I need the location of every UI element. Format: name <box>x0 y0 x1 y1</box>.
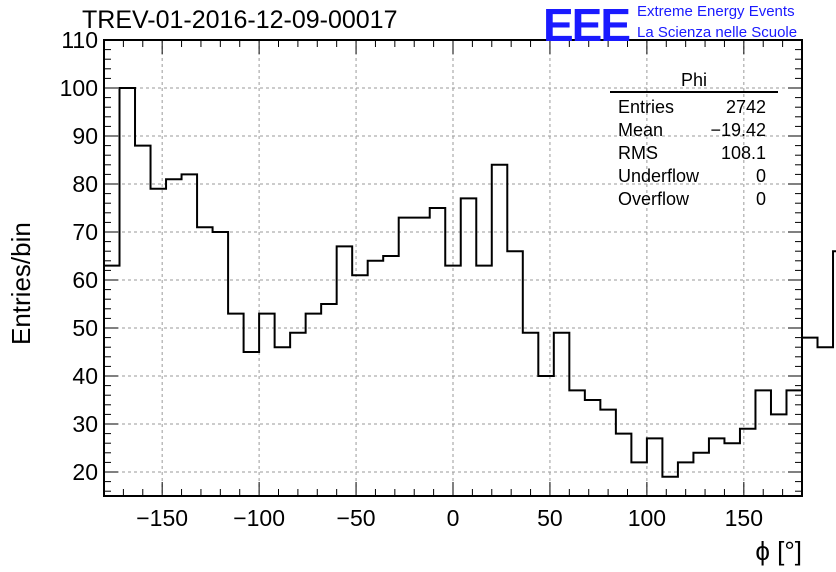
histogram-bin <box>275 347 291 496</box>
histogram-bin <box>228 314 244 496</box>
stats-label: Overflow <box>618 189 690 209</box>
histogram-bin <box>631 462 647 496</box>
plot-frame <box>103 39 803 497</box>
histogram-bin <box>399 218 415 496</box>
histogram-outline <box>103 87 836 496</box>
histogram-bin <box>709 438 725 496</box>
histogram-bin <box>461 198 477 496</box>
histogram-bin <box>492 165 508 496</box>
histogram-bin <box>507 251 523 496</box>
histogram-bin <box>476 266 492 496</box>
histogram-bin <box>306 314 322 496</box>
stats-row-underflow: Underflow 0 <box>610 165 778 188</box>
histogram-bin <box>554 333 570 496</box>
stats-value: −19.42 <box>710 120 766 140</box>
histogram-bin <box>802 338 818 496</box>
histogram-bin <box>244 352 260 496</box>
histogram-bin <box>197 227 213 496</box>
stats-value: 2742 <box>725 97 766 117</box>
histogram-bin <box>368 261 384 496</box>
y-tick-label: 60 <box>72 267 98 293</box>
stats-value: 108.1 <box>720 143 766 163</box>
y-tick-label: 110 <box>61 27 98 53</box>
histogram-bins <box>103 87 836 496</box>
histogram-bin <box>213 232 229 496</box>
eee-logo: EEE <box>543 0 631 51</box>
histogram-bin <box>135 146 151 496</box>
stats-row-entries: Entries 2742 <box>610 96 778 119</box>
y-tick-label: 30 <box>72 411 98 437</box>
histogram-bin <box>445 266 461 496</box>
histogram-bin <box>523 333 539 496</box>
stats-row-overflow: Overflow 0 <box>610 188 778 211</box>
histogram-bin <box>755 390 771 496</box>
stats-row-rms: RMS 108.1 <box>610 142 778 165</box>
histogram-bin <box>647 438 663 496</box>
stats-label: Mean <box>618 120 664 140</box>
histogram-bin <box>151 189 167 496</box>
histogram-bin <box>182 174 198 496</box>
histogram-bin <box>724 443 740 496</box>
logo-line-2: La Scienza nelle Scuole <box>637 24 798 41</box>
tick-labels: −150 −100 −50 0 50 100 150 20 30 40 50 60 70 80 90 100 1… <box>60 27 763 531</box>
histogram-bin <box>290 333 306 496</box>
y-tick-label: 100 <box>60 75 98 101</box>
histogram-bin <box>740 429 756 496</box>
stats-box: Phi Entries 2742 Mean −19.42 RMS 108.1 U… <box>610 70 778 211</box>
stats-value: 0 <box>755 189 766 209</box>
histogram-bin <box>104 266 120 496</box>
histogram-bin <box>693 453 709 496</box>
histogram-bin <box>771 414 787 496</box>
histogram-bin <box>321 304 337 496</box>
histogram-bin <box>616 434 632 496</box>
y-tick-label: 20 <box>72 459 98 485</box>
histogram-bin <box>430 208 446 496</box>
logo-line-1: Extreme Energy Events <box>637 3 795 20</box>
x-tick-label: 0 <box>447 505 460 531</box>
histogram-bin <box>818 347 834 496</box>
histogram-bin <box>414 218 430 496</box>
stats-row-mean: Mean −19.42 <box>610 119 778 142</box>
x-tick-label: 50 <box>537 505 563 531</box>
histogram-bin <box>662 477 678 496</box>
y-axis-label: Entries/bin <box>6 222 36 345</box>
histogram-bin <box>600 410 616 496</box>
x-axis-label: ϕ [°] <box>755 536 802 566</box>
histogram-bin <box>259 314 275 496</box>
histogram-bin <box>352 275 368 496</box>
histogram-bin <box>120 88 136 496</box>
axis-ticks <box>103 39 803 496</box>
stats-label: Entries <box>618 97 675 117</box>
histogram-bin <box>585 400 601 496</box>
histogram-bin <box>786 390 802 496</box>
x-tick-label: 100 <box>628 505 666 531</box>
y-tick-label: 80 <box>72 171 98 197</box>
x-tick-label: −100 <box>233 505 285 531</box>
stats-label: RMS <box>618 143 658 163</box>
y-tick-label: 90 <box>72 123 98 149</box>
histogram-bin <box>569 390 585 496</box>
x-tick-label: −50 <box>337 505 376 531</box>
chart-title: TREV-01-2016-12-09-00017 <box>82 6 398 34</box>
histogram-bin <box>337 246 353 496</box>
histogram-bin <box>383 256 399 496</box>
stats-value: 0 <box>755 166 766 186</box>
x-tick-label: 150 <box>725 505 763 531</box>
y-tick-label: 50 <box>72 315 98 341</box>
y-tick-label: 40 <box>72 363 98 389</box>
histogram-bin <box>538 376 554 496</box>
x-tick-label: −150 <box>136 505 188 531</box>
histogram-bin <box>166 179 182 496</box>
stats-label: Underflow <box>618 166 700 186</box>
stats-title: Phi <box>610 70 778 93</box>
y-tick-label: 70 <box>72 219 98 245</box>
histogram-bin <box>678 462 694 496</box>
